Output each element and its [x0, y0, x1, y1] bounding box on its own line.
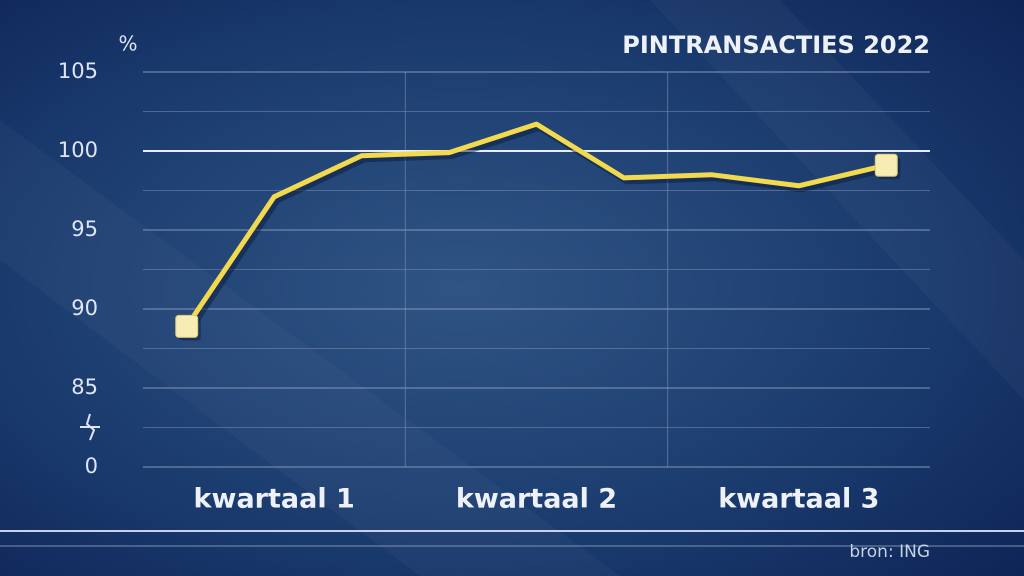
source: bron: ING: [849, 542, 930, 562]
axis-break: [80, 413, 100, 441]
end-marker: [175, 314, 199, 338]
y-unit: %: [118, 32, 137, 56]
y-tick-label: 100: [58, 138, 98, 162]
y-tick-label: 90: [71, 296, 98, 320]
y-tick-label: 95: [71, 217, 98, 241]
y-tick-label: 85: [71, 375, 98, 399]
chart-title: PINTRANSACTIES 2022: [622, 31, 930, 59]
x-tick-label: kwartaal 1: [194, 484, 355, 515]
y-tick-label: 105: [58, 59, 98, 83]
x-tick-label: kwartaal 2: [456, 484, 617, 515]
data-line: [184, 121, 887, 328]
x-tick-label: kwartaal 3: [718, 484, 879, 515]
end-marker: [874, 153, 898, 177]
y-tick-label: 0: [85, 454, 98, 478]
